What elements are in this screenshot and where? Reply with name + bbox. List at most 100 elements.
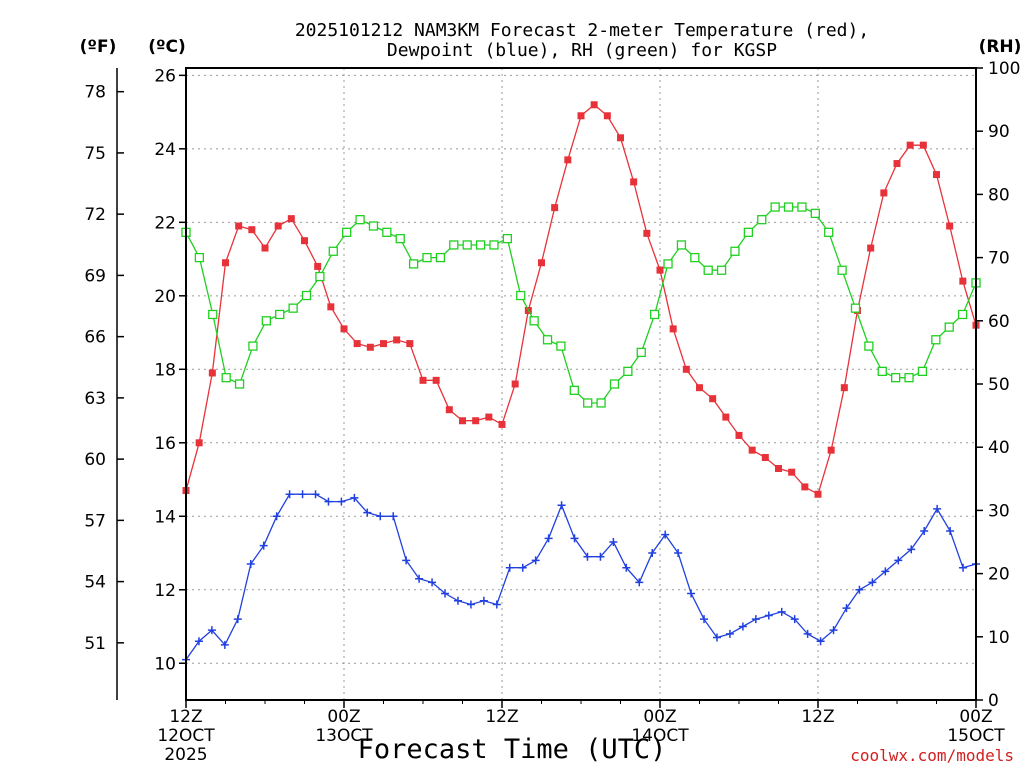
dewpoint-point bbox=[790, 615, 799, 624]
dewpoint-point bbox=[764, 611, 773, 620]
2-meter-temperature-point bbox=[919, 141, 927, 149]
2-meter-temperature-point bbox=[709, 395, 717, 403]
dewpoint-point bbox=[816, 637, 825, 646]
relative-humidity-point bbox=[649, 309, 660, 320]
2-meter-temperature-point bbox=[261, 244, 269, 252]
dewpoint-point bbox=[272, 512, 281, 521]
relative-humidity-point bbox=[275, 309, 285, 320]
fahrenheit-tick-label: 69 bbox=[84, 266, 106, 286]
relative-humidity-point bbox=[529, 316, 539, 326]
rh-tick-label: 90 bbox=[988, 122, 1010, 142]
fahrenheit-tick-label: 60 bbox=[84, 450, 106, 470]
2-meter-temperature-point bbox=[735, 431, 743, 439]
celsius-tick-label: 14 bbox=[154, 507, 176, 527]
relative-humidity-point bbox=[422, 252, 432, 263]
2-meter-temperature-point bbox=[314, 262, 322, 270]
fahrenheit-tick-label: 54 bbox=[84, 573, 106, 593]
rh-tick-label: 0 bbox=[988, 691, 999, 711]
axes: 10 12 14 16 18 20 22 24 26 51 54 57 60 63 66 69 72 75 78 0 1… bbox=[84, 59, 1020, 765]
rh-tick-label: 20 bbox=[988, 565, 1010, 585]
relative-humidity-point bbox=[502, 233, 513, 244]
celsius-tick-label: 26 bbox=[154, 66, 176, 86]
2-meter-temperature-point bbox=[235, 222, 243, 230]
celsius-tick-label: 22 bbox=[154, 213, 176, 233]
relative-humidity-point bbox=[810, 208, 820, 219]
relative-humidity-point bbox=[208, 309, 218, 320]
relative-humidity-point bbox=[395, 233, 405, 244]
dewpoint-point bbox=[946, 526, 955, 535]
relative-humidity-point bbox=[449, 240, 459, 250]
dewpoint-point bbox=[479, 596, 488, 605]
chart-title-line1: 2025101212 NAM3KM Forecast 2-meter Tempe… bbox=[295, 20, 869, 41]
dewpoint-point bbox=[285, 490, 294, 499]
dewpoint-point bbox=[441, 589, 450, 598]
relative-humidity-point bbox=[904, 373, 914, 383]
x-axis-label: Forecast Time (UTC) bbox=[358, 734, 667, 765]
dewpoint-point bbox=[233, 615, 242, 624]
celsius-tick-label: 18 bbox=[154, 360, 176, 380]
dewpoint-point bbox=[311, 490, 320, 499]
2-meter-temperature-point bbox=[643, 229, 651, 237]
dewpoint-point bbox=[725, 629, 734, 638]
x-tick-label-time: 00Z bbox=[327, 707, 360, 727]
2-meter-temperature-point bbox=[617, 134, 624, 142]
fahrenheit-unit-label: (ºF) bbox=[80, 37, 117, 57]
relative-humidity-point bbox=[931, 335, 941, 345]
relative-humidity-point bbox=[355, 215, 365, 225]
relative-humidity-point bbox=[730, 246, 740, 256]
fahrenheit-tick-label: 63 bbox=[84, 389, 106, 409]
2-meter-temperature-point bbox=[603, 112, 611, 120]
dewpoint-point bbox=[609, 538, 618, 546]
2-meter-temperature-point bbox=[696, 384, 703, 392]
dewpoint-point bbox=[868, 578, 877, 587]
relative-humidity-point bbox=[556, 341, 566, 351]
dewpoint-point bbox=[881, 567, 890, 576]
relative-humidity-point bbox=[234, 379, 245, 389]
fahrenheit-tick-label: 75 bbox=[84, 144, 106, 164]
dewpoint-point bbox=[466, 600, 475, 609]
relative-humidity-point bbox=[516, 290, 526, 301]
2-meter-temperature-point bbox=[419, 376, 427, 384]
dewpoint-point bbox=[635, 578, 644, 587]
relative-humidity-point bbox=[435, 252, 446, 263]
2-meter-temperature-point bbox=[445, 406, 453, 414]
plot-frame bbox=[185, 67, 977, 701]
dewpoint-point bbox=[803, 629, 812, 638]
2-meter-temperature-point bbox=[788, 468, 796, 476]
2-meter-temperature-point bbox=[511, 380, 519, 388]
dewpoint-point bbox=[648, 549, 657, 558]
dewpoint-point bbox=[376, 512, 385, 521]
2-meter-temperature-point bbox=[551, 204, 559, 212]
2-meter-temperature-point bbox=[801, 483, 809, 491]
2-meter-temperature-point bbox=[353, 340, 361, 348]
2-meter-temperature-point bbox=[301, 237, 308, 245]
x-tick-label-date: 15OCT bbox=[947, 726, 1005, 746]
celsius-unit-label: (ºC) bbox=[148, 37, 186, 57]
dewpoint-line bbox=[185, 493, 977, 660]
relative-humidity-point bbox=[475, 240, 486, 250]
2-meter-temperature-point bbox=[656, 266, 664, 274]
relative-humidity-point bbox=[569, 385, 579, 395]
2-meter-temperature-point bbox=[775, 465, 782, 473]
2-meter-temperature-point bbox=[380, 340, 387, 348]
relative-humidity-point bbox=[462, 240, 472, 250]
dewpoint-point bbox=[700, 615, 709, 624]
dewpoint-point bbox=[738, 622, 747, 631]
x-tick-label-year: 2025 bbox=[164, 745, 207, 765]
relative-humidity-point bbox=[636, 347, 646, 358]
rh-tick-label: 80 bbox=[988, 185, 1010, 205]
relative-humidity-point bbox=[583, 398, 593, 408]
dewpoint-point bbox=[583, 552, 592, 561]
x-tick-label-date: 12OCT bbox=[157, 726, 215, 746]
celsius-tick-label: 16 bbox=[154, 434, 176, 454]
celsius-tick-label: 10 bbox=[154, 654, 176, 674]
dewpoint-point bbox=[428, 578, 437, 587]
2-meter-temperature-point bbox=[682, 365, 690, 373]
relative-humidity-point bbox=[690, 252, 700, 263]
relative-humidity-point bbox=[609, 379, 620, 389]
2-meter-temperature-point bbox=[248, 226, 256, 234]
dewpoint-point bbox=[259, 541, 268, 550]
dewpoint-point bbox=[389, 512, 398, 521]
relative-humidity-point bbox=[301, 290, 312, 301]
2-meter-temperature-point bbox=[893, 160, 901, 168]
